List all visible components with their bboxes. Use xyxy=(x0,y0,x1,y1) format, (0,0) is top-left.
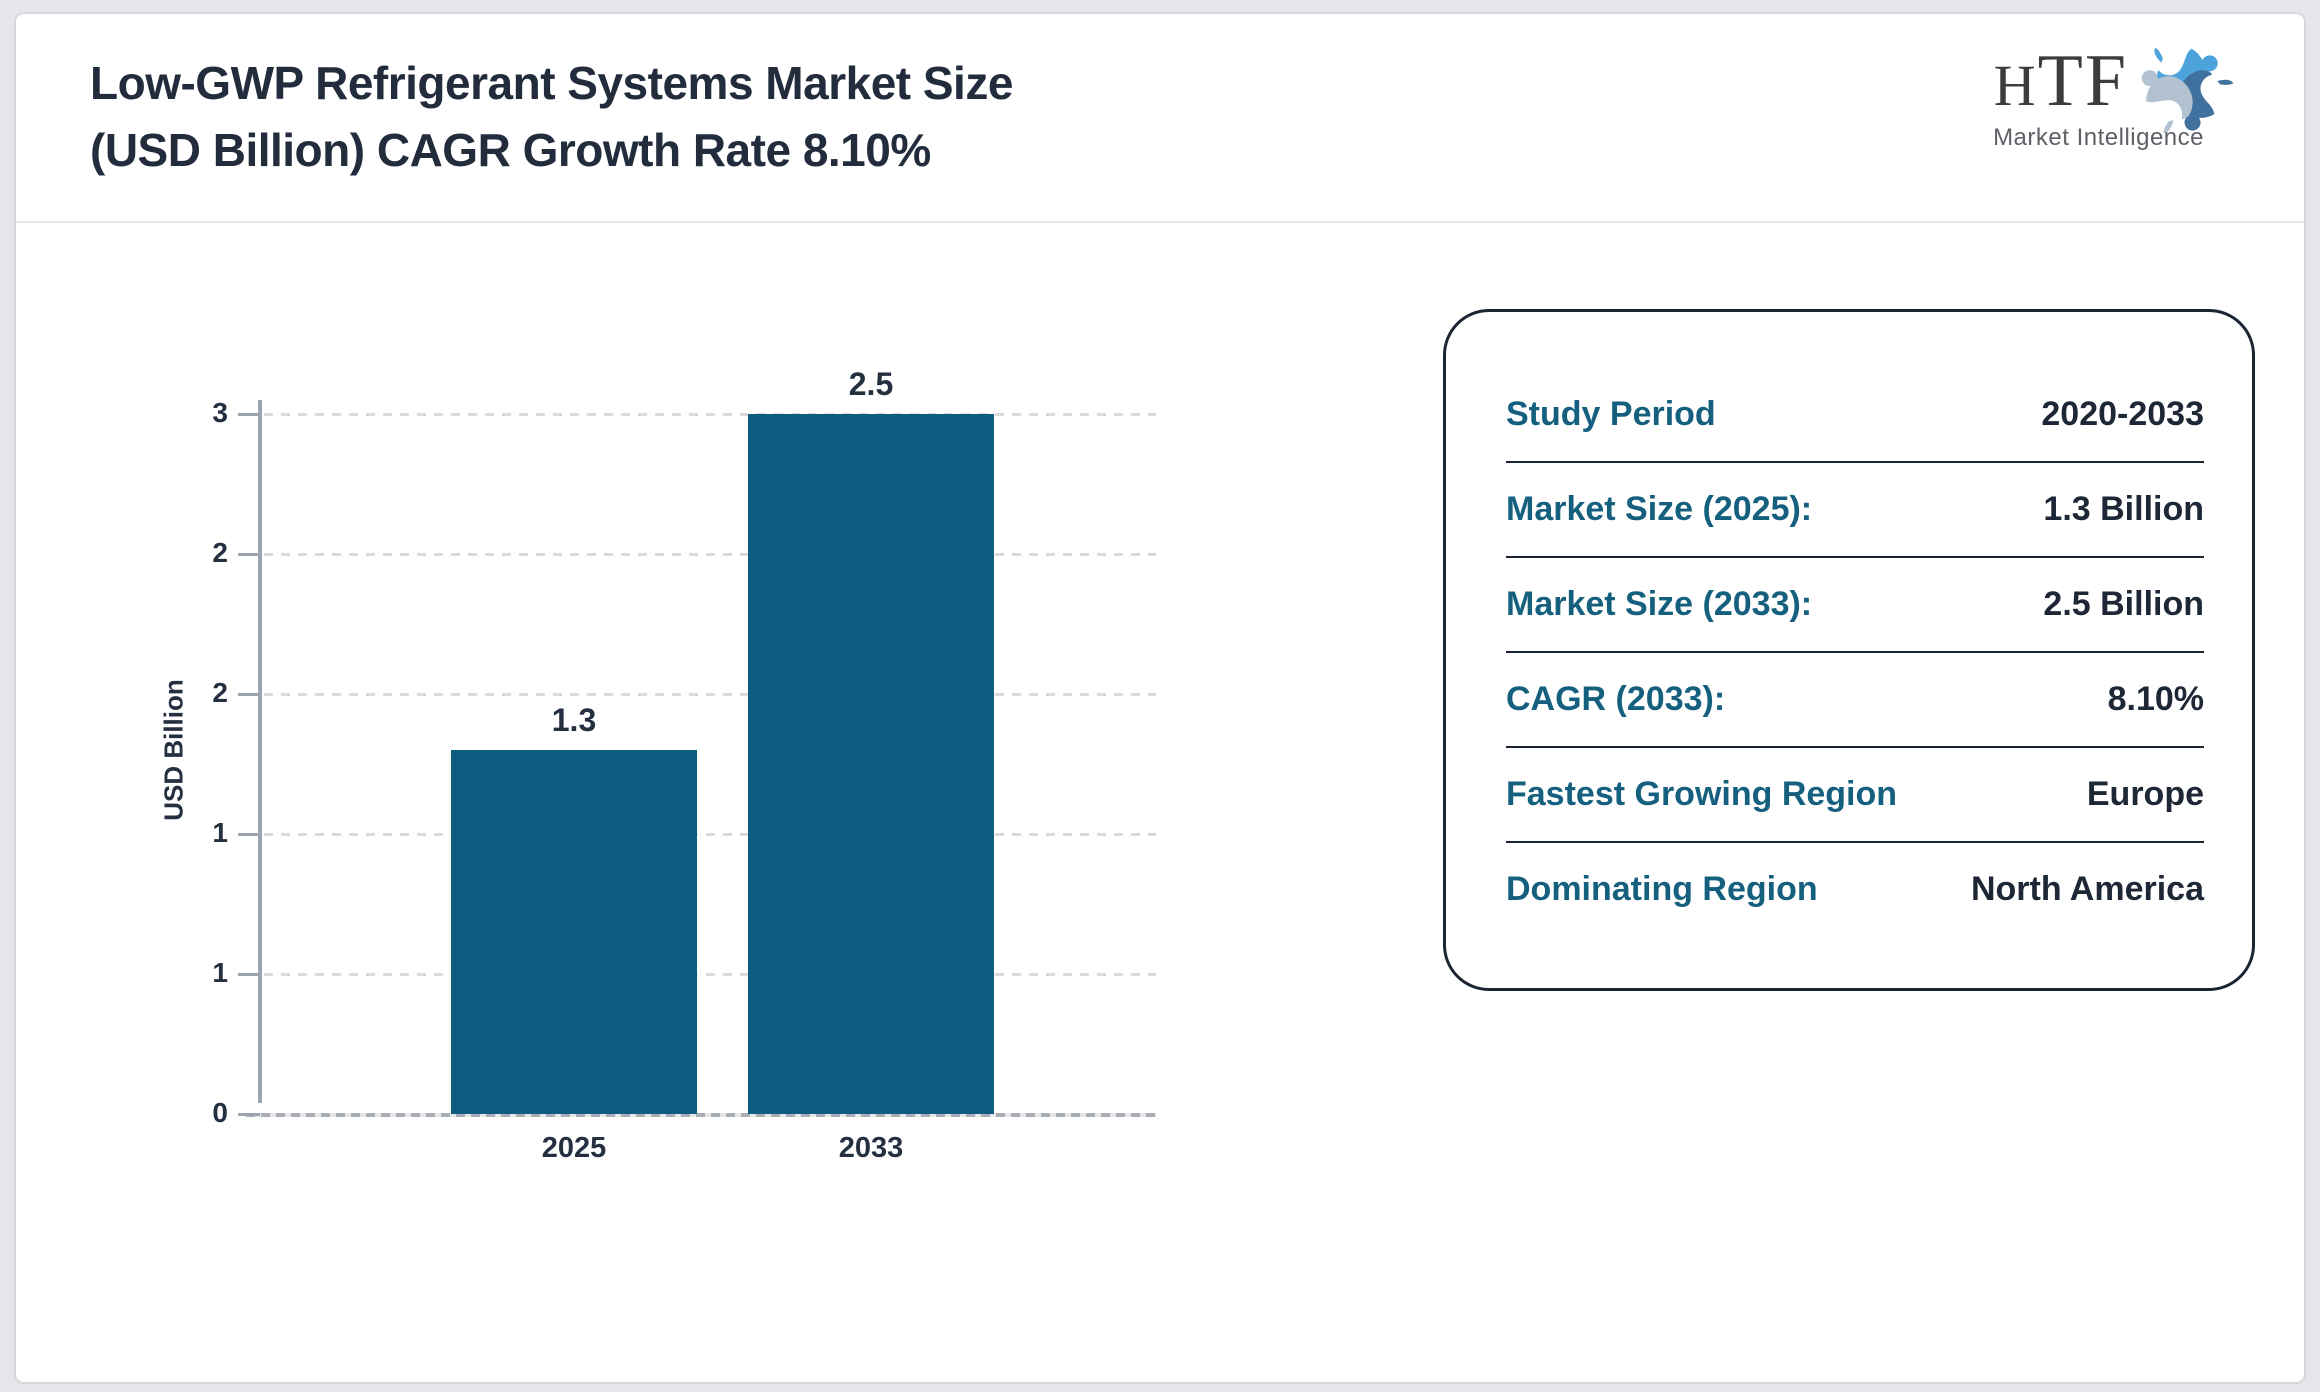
y-tick-label: 2 xyxy=(212,537,228,568)
summary-row-dominating-region: Dominating Region North America xyxy=(1506,841,2204,936)
x-tick-label: 2033 xyxy=(838,1132,904,1164)
y-tick-mark xyxy=(238,553,260,556)
y-tick-mark xyxy=(238,833,260,836)
page-title-line2: (USD Billion) CAGR Growth Rate 8.10% xyxy=(90,124,931,176)
y-gridline xyxy=(264,413,1156,416)
header-divider xyxy=(16,221,2304,223)
bar-value-label: 2.5 xyxy=(848,366,894,402)
page-title-line1: Low-GWP Refrigerant Systems Market Size xyxy=(90,57,1013,109)
htf-logo-letter-h: H xyxy=(1993,53,2038,118)
summary-label: Dominating Region xyxy=(1506,870,1818,908)
summary-label: Fastest Growing Region xyxy=(1506,775,1898,813)
page-title: Low-GWP Refrigerant Systems Market Size … xyxy=(90,50,1013,184)
y-gridline xyxy=(264,973,1156,976)
htf-logo: HTF Market Inte xyxy=(1986,36,2246,156)
bar-chart: USD Billion 0 1 1 2 2 3 1.3 2025 2.5 2033 xyxy=(16,14,2304,1382)
summary-value: North America xyxy=(1970,870,2204,908)
summary-value: 2020-2033 xyxy=(2041,395,2204,433)
bar-2033 xyxy=(748,414,994,1114)
market-summary-card: Study Period 2020-2033 Market Size (2025… xyxy=(1443,309,2255,991)
summary-row-market-size-2025: Market Size (2025): 1.3 Billion xyxy=(1506,461,2204,556)
y-gridline xyxy=(264,833,1156,836)
header: Low-GWP Refrigerant Systems Market Size … xyxy=(16,14,2304,223)
summary-row-study-period: Study Period 2020-2033 xyxy=(1506,368,2204,461)
y-tick-mark xyxy=(238,1113,260,1116)
y-axis-line xyxy=(258,400,262,1103)
bar-value-label: 1.3 xyxy=(551,702,597,738)
summary-value: Europe xyxy=(2086,775,2204,813)
y-tick-label: 1 xyxy=(212,957,228,988)
htf-logo-subtitle: Market Intelligence xyxy=(1993,124,2204,151)
summary-value: 1.3 Billion xyxy=(2043,490,2204,528)
y-tick-label: 1 xyxy=(212,817,228,848)
summary-label: Market Size (2033): xyxy=(1506,585,1813,623)
x-axis-baseline xyxy=(246,1113,1156,1117)
summary-label: Study Period xyxy=(1506,395,1716,433)
summary-row-market-size-2033: Market Size (2033): 2.5 Billion xyxy=(1506,556,2204,651)
summary-row-fastest-growing-region: Fastest Growing Region Europe xyxy=(1506,746,2204,841)
y-gridline xyxy=(264,693,1156,696)
summary-value: 8.10% xyxy=(2107,680,2204,718)
report-card: Low-GWP Refrigerant Systems Market Size … xyxy=(14,12,2306,1384)
summary-label: Market Size (2025): xyxy=(1506,490,1813,528)
y-gridline xyxy=(264,553,1156,556)
htf-logo-row: HTF xyxy=(1986,36,2246,136)
x-tick-label: 2025 xyxy=(541,1132,607,1164)
y-tick-label: 0 xyxy=(212,1097,228,1128)
htf-logo-letters-tf: TF xyxy=(2037,40,2128,122)
summary-label: CAGR (2033): xyxy=(1506,680,1726,718)
y-tick-mark xyxy=(238,693,260,696)
y-tick-label: 3 xyxy=(212,397,228,428)
summary-row-cagr: CAGR (2033): 8.10% xyxy=(1506,651,2204,746)
y-tick-label: 2 xyxy=(212,677,228,708)
bar-2025 xyxy=(451,750,697,1114)
summary-value: 2.5 Billion xyxy=(2043,585,2204,623)
htf-logo-text: HTF xyxy=(1994,44,2128,123)
y-tick-mark xyxy=(238,973,260,976)
y-tick-mark xyxy=(238,413,260,416)
